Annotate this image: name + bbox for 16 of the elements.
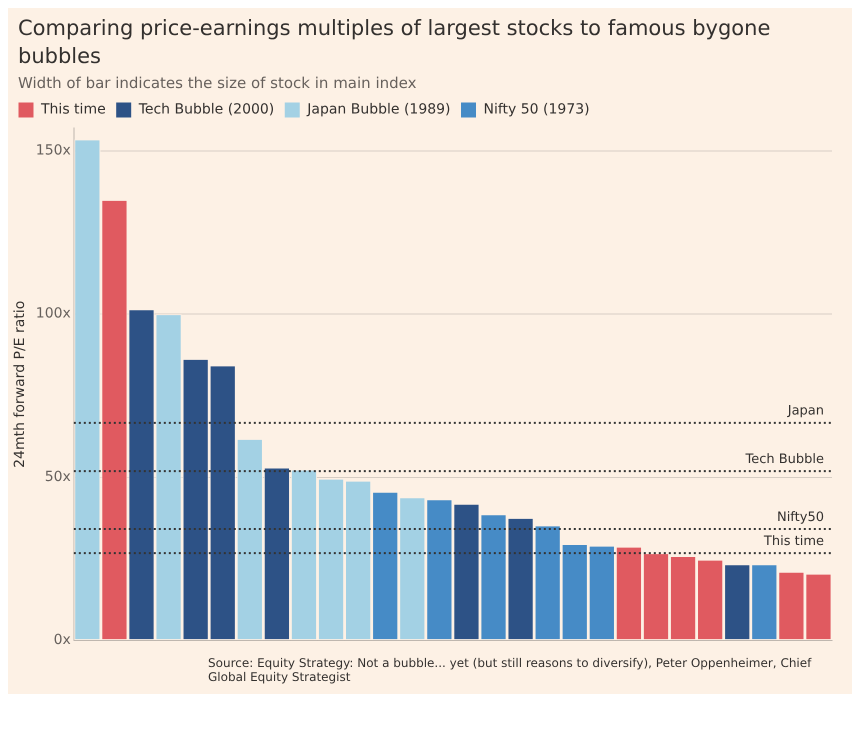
y-tick-label: 100x <box>36 306 71 322</box>
y-tick-label: 150x <box>36 142 71 158</box>
chart-subtitle: Width of bar indicates the size of stock in main index <box>17 73 418 92</box>
chart-title: Comparing price-earnings multiples of largest stocks to famous bygone bubbles <box>17 15 772 70</box>
ref-line-label: Japan <box>786 404 824 419</box>
y-tick-label: 0x <box>54 632 71 648</box>
ref-line-label: This time <box>762 534 824 549</box>
y-axis-title: 24mth forward P/E ratio <box>12 300 28 468</box>
legend-label: Japan Bubble (1989) <box>306 102 451 118</box>
source-note: Source: Equity Strategy: Not a bubble... yet (but still reasons to diversify), Peter Oppenheimer, Chief Global Equity Strategist <box>207 655 813 684</box>
ref-line-label: Tech Bubble <box>744 452 824 468</box>
y-tick-label: 50x <box>44 468 71 485</box>
legend-label: This time <box>40 102 106 118</box>
ref-line-label: Nifty50 <box>776 510 824 525</box>
legend-label: Nifty 50 (1973) <box>484 102 590 118</box>
legend-label: Tech Bubble (2000) <box>138 102 274 118</box>
